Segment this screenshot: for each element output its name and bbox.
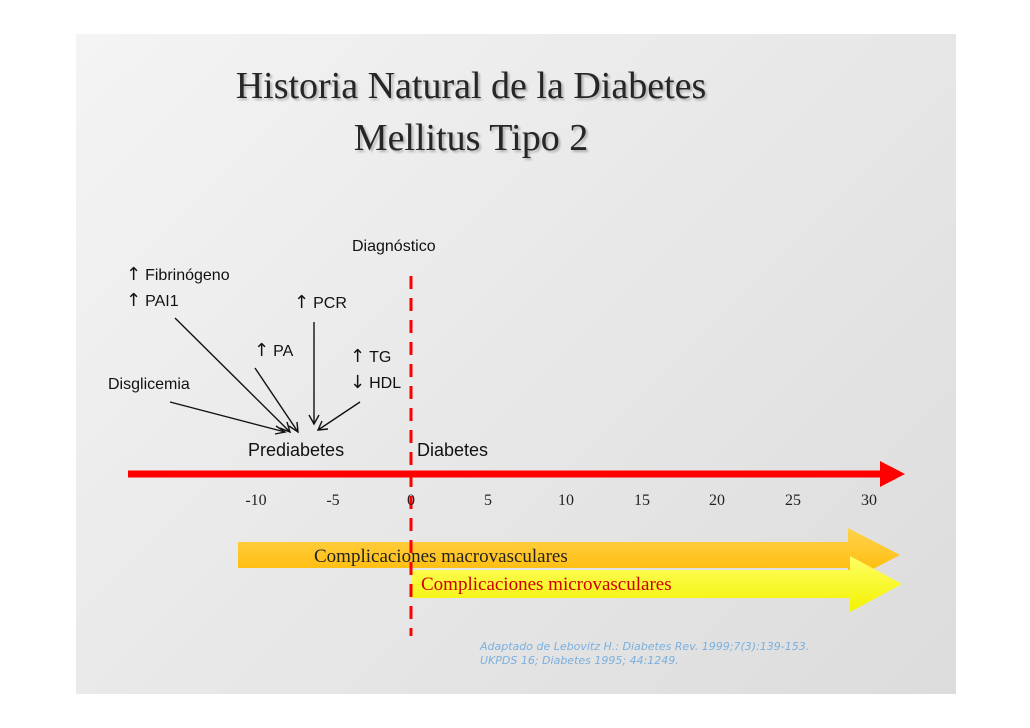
tick-label: 30 — [861, 492, 877, 509]
reference-note: Adaptado de Lebovitz H.: Diabetes Rev. 1… — [480, 640, 809, 668]
hdl-label: ↓ HDL — [350, 372, 401, 393]
tick-label: 20 — [709, 492, 725, 509]
up-arrow-icon: ↑ — [126, 290, 142, 311]
arrow-fibrinogeno-pai1 — [174, 317, 291, 433]
prediabetes-label: Prediabetes — [248, 440, 345, 460]
macrovascular-label: Complicaciones macrovasculares — [314, 546, 568, 567]
title-line-2: Mellitus Tipo 2 — [353, 117, 589, 159]
tick-label: 25 — [785, 492, 801, 509]
pcr-label: ↑ PCR — [294, 292, 347, 313]
arrow-tg-hdl — [317, 401, 361, 431]
tg-label: ↑ TG — [350, 346, 391, 367]
diabetes-label: Diabetes — [417, 440, 489, 460]
down-arrow-icon: ↓ — [350, 372, 366, 393]
up-arrow-icon: ↑ — [294, 292, 310, 313]
diagnostico-label: Diagnóstico — [352, 238, 436, 255]
slide-title: Historia Natural de la Diabetes Mellitus… — [76, 60, 866, 164]
up-arrow-icon: ↑ — [254, 340, 270, 361]
arrow-tg-hdl-head — [316, 420, 329, 431]
tick-label: 5 — [484, 492, 492, 509]
arrow-disglicemia-head — [274, 425, 287, 435]
hdl-text: HDL — [369, 375, 402, 392]
tick-label: 15 — [634, 492, 650, 509]
arrow-fibrinogeno-pai1-head — [279, 421, 292, 434]
up-arrow-icon: ↑ — [126, 264, 142, 285]
tick-label: -10 — [245, 492, 267, 509]
reference-line-2: UKPDS 16; Diabetes 1995; 44:1249. — [480, 654, 679, 667]
up-arrow-icon: ↑ — [350, 346, 366, 367]
pai1-label: ↑ PAI1 — [126, 290, 179, 311]
microvascular-label: Complicaciones microvasculares — [421, 574, 672, 595]
pa-text: PA — [273, 343, 294, 360]
arrow-pa — [254, 367, 299, 433]
arrow-pcr-head — [308, 414, 320, 426]
tick-label: -5 — [326, 492, 340, 509]
disglicemia-label: Disglicemia — [108, 376, 190, 393]
pai1-text: PAI1 — [145, 293, 179, 310]
pa-label: ↑ PA — [254, 340, 293, 361]
tick-label: 10 — [558, 492, 574, 509]
title-line-1: Historia Natural de la Diabetes — [235, 65, 707, 107]
macrovascular-arrow — [238, 528, 900, 582]
pcr-text: PCR — [313, 295, 347, 312]
arrow-pa-head — [288, 421, 299, 434]
tg-text: TG — [369, 349, 392, 366]
timeline-arrowhead — [880, 461, 905, 487]
fibrinogeno-label: ↑ Fibrinógeno — [126, 264, 230, 285]
fibrinogeno-text: Fibrinógeno — [145, 267, 230, 284]
arrow-disglicemia — [169, 401, 286, 433]
tick-label: 0 — [407, 492, 415, 509]
reference-line-1: Adaptado de Lebovitz H.: Diabetes Rev. 1… — [480, 640, 810, 653]
microvascular-arrow — [412, 556, 902, 612]
